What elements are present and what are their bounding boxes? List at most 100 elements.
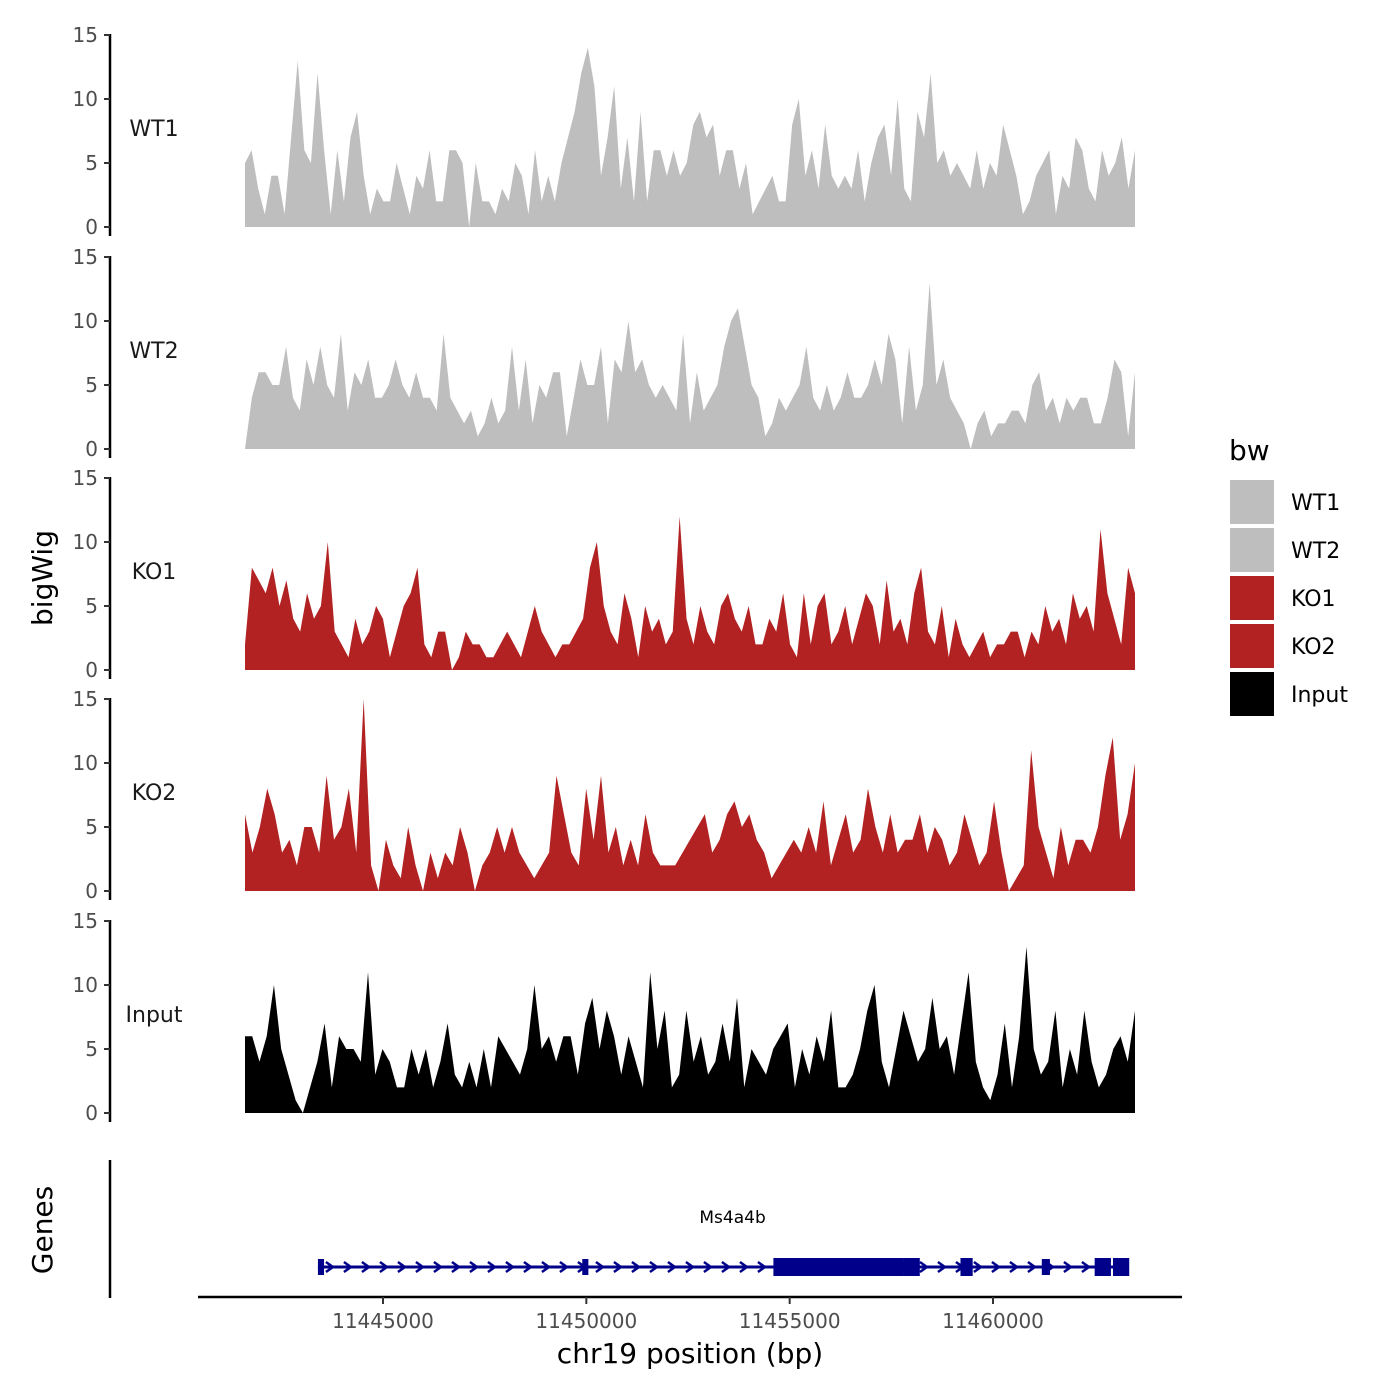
strand-arrow <box>343 1260 354 1274</box>
exon <box>1094 1258 1111 1276</box>
strand-arrow <box>541 1260 552 1274</box>
strand-arrow <box>487 1260 498 1274</box>
track-input: 0 5 10 15 Input <box>73 909 1135 1125</box>
strand-arrow <box>595 1260 606 1274</box>
y-tick-label: 15 <box>73 687 98 711</box>
exon <box>903 1258 920 1276</box>
y-tick-label: 0 <box>85 879 98 903</box>
y-tick-label: 0 <box>85 437 98 461</box>
y-tick-label: 0 <box>85 1101 98 1125</box>
y-tick-label: 0 <box>85 658 98 682</box>
y-tick-label: 10 <box>73 87 98 111</box>
legend-item-ko2: KO2 <box>1230 624 1336 668</box>
strand-arrow <box>1009 1260 1020 1274</box>
legend-swatch <box>1230 672 1274 716</box>
track-label: Input <box>126 1003 183 1028</box>
exon <box>1112 1258 1130 1276</box>
strand-arrow <box>559 1260 570 1274</box>
strand-arrow <box>703 1260 714 1274</box>
x-tick-label: 11445000 <box>332 1309 434 1333</box>
strand-arrow <box>325 1260 336 1274</box>
y-tick-label: 5 <box>85 1037 98 1061</box>
legend-label: WT2 <box>1291 539 1340 564</box>
exon <box>773 1258 904 1276</box>
strand-arrow <box>1081 1260 1092 1274</box>
exon <box>1041 1259 1050 1275</box>
strand-arrow <box>613 1260 624 1274</box>
exon <box>960 1258 973 1276</box>
y-tick-label: 10 <box>73 751 98 775</box>
x-tick-label: 11460000 <box>942 1309 1044 1333</box>
track-label: KO2 <box>132 781 177 806</box>
y-tick-label: 10 <box>73 309 98 333</box>
exon <box>582 1259 589 1275</box>
x-tick-label: 11450000 <box>535 1309 637 1333</box>
track-label: WT1 <box>129 117 178 142</box>
strand-arrow <box>721 1260 732 1274</box>
area-wt1 <box>245 47 1135 227</box>
strand-arrow <box>1063 1260 1074 1274</box>
strand-arrow <box>937 1260 948 1274</box>
y-axis-title: bigWig <box>26 530 59 626</box>
legend-item-ko1: KO1 <box>1230 576 1336 620</box>
bigwig-tracks: 0 5 10 15 WT1 0 5 10 15 WT2 0 5 10 15 KO1 0 5 10 15 KO2 0 5 10… <box>73 23 1135 1125</box>
area-ko2 <box>245 699 1135 891</box>
strand-arrow <box>757 1260 768 1274</box>
y-tick-label: 10 <box>73 530 98 554</box>
exon <box>317 1259 325 1275</box>
y-tick-label: 10 <box>73 973 98 997</box>
strand-arrow <box>919 1260 930 1274</box>
legend-item-wt2: WT2 <box>1230 528 1340 572</box>
track-wt1: 0 5 10 15 WT1 <box>73 23 1135 239</box>
legend-swatch <box>1230 528 1274 572</box>
legend-swatch <box>1230 480 1274 524</box>
strand-arrow <box>433 1260 444 1274</box>
strand-arrow <box>649 1260 660 1274</box>
track-ko1: 0 5 10 15 KO1 <box>73 466 1135 682</box>
legend-swatch <box>1230 576 1274 620</box>
track-ko2: 0 5 10 15 KO2 <box>73 687 1135 903</box>
strand-arrow <box>523 1260 534 1274</box>
x-tick-label: 11455000 <box>739 1309 841 1333</box>
strand-arrow <box>379 1260 390 1274</box>
strand-arrow <box>991 1260 1002 1274</box>
genes-track: Ms4a4b <box>108 1160 1130 1298</box>
strand-arrow <box>1027 1260 1038 1274</box>
track-label: WT2 <box>129 339 178 364</box>
strand-arrow <box>973 1260 984 1274</box>
area-input <box>245 946 1135 1113</box>
y-tick-label: 15 <box>73 23 98 47</box>
legend-item-input: Input <box>1230 672 1348 716</box>
gene-name-label: Ms4a4b <box>699 1208 765 1228</box>
legend-label: KO1 <box>1291 587 1336 612</box>
track-label: KO1 <box>132 560 177 585</box>
strand-arrow <box>631 1260 642 1274</box>
x-axis: 11445000 11450000 11455000 11460000 <box>198 1295 1182 1333</box>
legend-item-wt1: WT1 <box>1230 480 1340 524</box>
area-ko1 <box>245 516 1135 670</box>
y-tick-label: 5 <box>85 373 98 397</box>
x-axis-title: chr19 position (bp) <box>557 1337 823 1370</box>
track-wt2: 0 5 10 15 WT2 <box>73 245 1135 461</box>
genes-axis-title: Genes <box>26 1186 59 1274</box>
gene-ms4a4b: Ms4a4b <box>317 1208 1130 1276</box>
y-tick-label: 5 <box>85 815 98 839</box>
y-tick-label: 15 <box>73 466 98 490</box>
strand-arrow <box>667 1260 678 1274</box>
y-tick-label: 5 <box>85 151 98 175</box>
legend-title: bw <box>1229 434 1270 467</box>
y-tick-label: 15 <box>73 909 98 933</box>
legend-label: Input <box>1291 683 1348 708</box>
legend: bw WT1 WT2 KO1 KO2 Input <box>1229 434 1348 716</box>
strand-arrow <box>685 1260 696 1274</box>
strand-arrow <box>469 1260 480 1274</box>
y-tick-label: 15 <box>73 245 98 269</box>
legend-label: KO2 <box>1291 635 1336 660</box>
strand-arrow <box>397 1260 408 1274</box>
strand-arrow <box>739 1260 750 1274</box>
strand-arrow <box>505 1260 516 1274</box>
strand-arrow <box>451 1260 462 1274</box>
y-tick-label: 5 <box>85 594 98 618</box>
strand-arrow <box>361 1260 372 1274</box>
